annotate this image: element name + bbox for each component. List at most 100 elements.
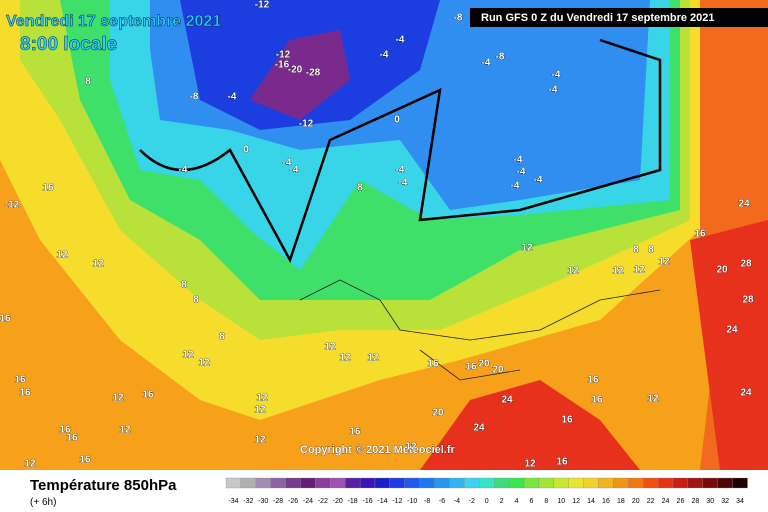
colorbar-swatch	[479, 477, 495, 489]
isotherm-label: -4	[552, 70, 561, 81]
footer-title: Température 850hPa	[30, 477, 177, 494]
colorbar-tick-label: -12	[392, 498, 402, 505]
isotherm-label: 12	[256, 393, 268, 404]
run-box	[470, 8, 768, 27]
isotherm-label: -4	[396, 165, 405, 176]
colorbar-swatch	[270, 477, 286, 489]
colorbar-swatch	[330, 477, 346, 489]
colorbar-tick-label: 16	[602, 498, 610, 505]
colorbar-tick-label: -14	[377, 498, 387, 505]
colorbar-swatch	[225, 477, 242, 489]
isotherm-label: -12	[255, 0, 270, 11]
colorbar-tick-label: 2	[500, 498, 504, 505]
colorbar-swatch	[643, 477, 659, 489]
isotherm-label: 12	[119, 425, 131, 436]
colorbar-swatch	[464, 477, 480, 489]
colorbar-tick-label: -30	[258, 498, 268, 505]
colorbar-swatch	[359, 477, 376, 489]
colorbar-swatch	[538, 477, 554, 489]
colorbar-tick-label: -26	[288, 498, 298, 505]
isotherm-label: 12	[647, 394, 659, 405]
colorbar-tick-label: 12	[572, 498, 580, 505]
colorbar-swatch	[523, 477, 540, 489]
isotherm-label: 8	[633, 245, 639, 256]
isotherm-label: -4	[380, 50, 389, 61]
isotherm-label: 12	[339, 353, 351, 364]
hot-area	[690, 220, 768, 470]
colorbar-tick-label: -6	[439, 498, 445, 505]
isotherm-label: -4	[511, 181, 520, 192]
isotherm-label: 16	[14, 375, 26, 386]
isotherm-label: 12	[182, 350, 194, 361]
isotherm-label: 16	[66, 433, 78, 444]
isotherm-label: 12	[198, 358, 210, 369]
isotherm-label: -4	[179, 165, 188, 176]
isotherm-label: 16	[561, 415, 573, 426]
isotherm-label: 0	[394, 115, 400, 126]
colorbar-tick-label: 26	[677, 498, 685, 505]
copyright: Copyright © 2021 Meteociel.fr	[300, 444, 456, 456]
colorbar-swatch	[494, 477, 510, 489]
colorbar-swatch	[389, 477, 405, 489]
colorbar-swatch	[717, 477, 733, 489]
isotherm-label: 8	[219, 332, 225, 343]
colorbar-tick-label: 6	[529, 498, 533, 505]
isotherm-label: -4	[290, 165, 299, 176]
colorbar-tick-label: -28	[273, 498, 283, 505]
isotherm-label: 12	[112, 393, 124, 404]
colorbar-swatch	[583, 477, 599, 489]
isotherm-label: 12	[524, 459, 536, 470]
isotherm-label: 8	[648, 245, 654, 256]
colorbar-swatch	[598, 477, 614, 489]
footer	[0, 470, 768, 512]
colorbar-swatch	[508, 477, 525, 489]
isotherm-label: 24	[501, 395, 513, 406]
isotherm-label: 16	[59, 425, 71, 436]
colorbar-swatch	[419, 477, 435, 489]
coastline	[299, 279, 661, 381]
colorbar-tick-label: 22	[647, 498, 655, 505]
isotherm-label: 12	[567, 266, 579, 277]
isotherm-label: 16	[556, 457, 568, 468]
isotherm-label: 16	[587, 375, 599, 386]
colorbar-tick-label: -4	[454, 498, 460, 505]
colorbar-swatch	[345, 477, 361, 489]
date-label: Vendredi 17 septembre 2021	[6, 13, 221, 30]
colorbar-tick-label: 0	[485, 498, 489, 505]
isotherm-label: 16	[19, 388, 31, 399]
colorbar-swatch	[702, 477, 718, 489]
colorbar-swatch	[374, 477, 391, 489]
isotherm-label: -12	[5, 200, 20, 211]
colorbar-tick-label: 10	[557, 498, 565, 505]
isotherm-label: -8	[454, 13, 463, 24]
isotherm-label: 24	[726, 325, 738, 336]
colorbar-tick-label: 34	[736, 498, 744, 505]
isotherm-label: 12	[521, 243, 533, 254]
isotherm-label: 24	[740, 388, 752, 399]
colorbar-tick-label: 8	[544, 498, 548, 505]
isotherm-label: 12	[254, 405, 266, 416]
colorbar-swatch	[568, 477, 584, 489]
time-label: 8:00 locale	[20, 34, 117, 55]
isotherm-label: -4	[549, 85, 558, 96]
colorbar-swatch	[613, 477, 629, 489]
coldest-area	[250, 30, 350, 120]
colorbar-tick-label: -18	[348, 498, 358, 505]
colorbar-swatch	[255, 477, 271, 489]
colorbar-swatch	[285, 477, 301, 489]
isotherm-label: 28	[742, 295, 754, 306]
isotherm-label: -12	[299, 119, 314, 130]
colorbar-tick-label: -8	[424, 498, 430, 505]
isotherm-label: 12	[658, 257, 670, 268]
isotherm-label: 24	[473, 423, 485, 434]
isotherm-label: 20	[432, 408, 444, 419]
colorbar-tick-label: -20	[333, 498, 343, 505]
colorbar-swatch	[449, 477, 465, 489]
colorbar-tick-label: 4	[515, 498, 519, 505]
isotherm-label: -4	[534, 175, 543, 186]
isotherm-label: -4	[517, 167, 526, 178]
zero-isotherm	[139, 38, 662, 264]
colorbar-swatch	[300, 477, 316, 489]
isotherm-label: 24	[738, 199, 750, 210]
colorbar-swatch	[657, 477, 674, 489]
